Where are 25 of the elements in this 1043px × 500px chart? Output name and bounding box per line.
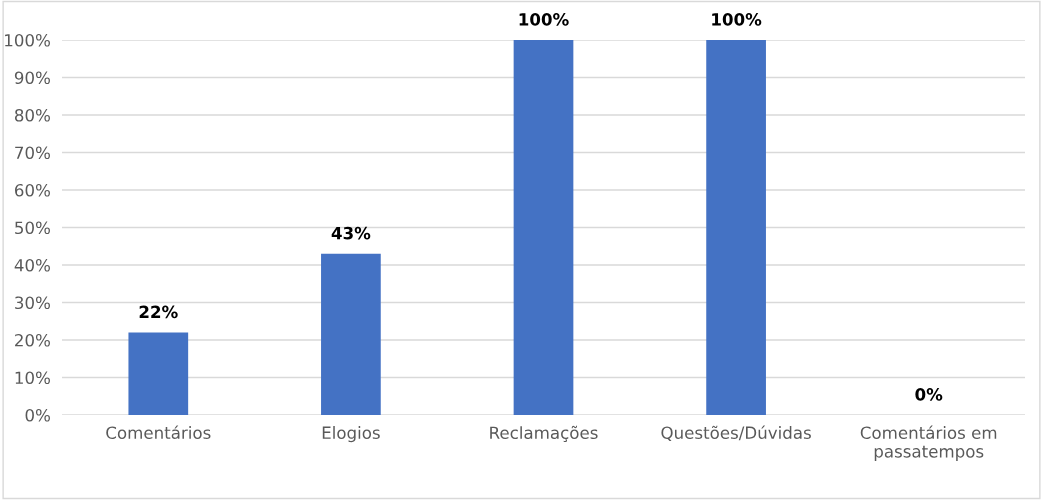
y-tick-label: 30% [15,296,50,310]
x-tick-label: Questões/Dúvidas [661,425,811,441]
y-tick-label: 0% [25,408,50,422]
bar [513,40,574,415]
x-tick-label: Comentários em passatempos [860,425,997,461]
y-tick-label: 10% [15,371,50,385]
y-tick-label: 90% [14,71,50,85]
bar [321,253,381,415]
y-tick-label: 60% [15,183,50,197]
bar [128,332,189,415]
data-label: 22% [139,305,178,319]
x-tick-label: Elogios [322,426,380,443]
y-tick-label: 50% [15,221,50,235]
data-label: 100% [712,13,762,26]
y-tick-label: 80% [14,108,50,122]
y-tick-label: 100% [5,33,50,47]
data-label: 43% [331,226,371,240]
x-tick-label: Reclamações [490,425,598,443]
bar [706,40,766,415]
data-label: 100% [519,13,569,26]
data-label: 0% [915,388,943,401]
y-tick-label: 70% [15,146,50,160]
y-tick-label: 20% [15,333,50,347]
x-tick-label: Comentários [106,425,211,440]
y-tick-label: 40% [14,258,50,272]
